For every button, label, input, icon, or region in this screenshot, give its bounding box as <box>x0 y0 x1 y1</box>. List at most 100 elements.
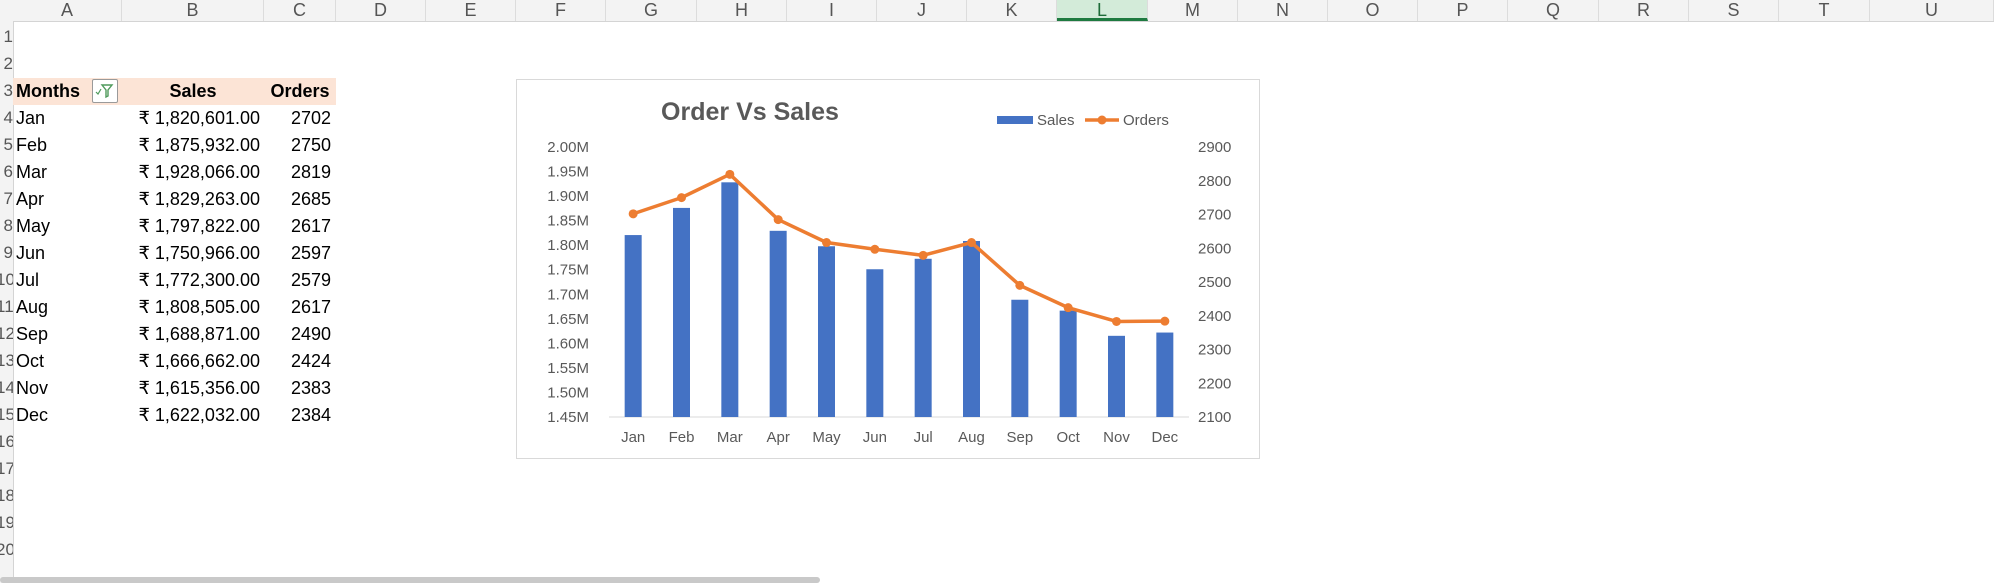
row-header-4[interactable]: 4 <box>3 108 13 127</box>
cell-sales[interactable]: ₹ 1,615,356.00 <box>138 378 260 398</box>
cell-month[interactable]: Sep <box>16 324 49 344</box>
row-header-9[interactable]: 9 <box>3 243 13 262</box>
row-header-6[interactable]: 6 <box>3 162 13 181</box>
cell-orders[interactable]: 2597 <box>290 243 331 263</box>
y-right-tick-label: 2500 <box>1198 274 1231 291</box>
chart-title: Order Vs Sales <box>661 98 839 126</box>
row-header-13[interactable]: 13 <box>0 351 14 370</box>
cell-orders[interactable]: 2685 <box>290 189 331 209</box>
y-right-tick-label: 2600 <box>1198 240 1231 257</box>
orders-point-jun <box>870 244 880 254</box>
header-orders[interactable]: Orders <box>264 78 336 105</box>
cell-sales[interactable]: ₹ 1,875,932.00 <box>138 135 260 155</box>
cell-month[interactable]: Feb <box>16 135 48 155</box>
column-header-a[interactable]: A <box>13 0 122 21</box>
row-header-11[interactable]: 11 <box>0 297 14 316</box>
cell-sales[interactable]: ₹ 1,808,505.00 <box>138 297 260 317</box>
column-header-h[interactable]: H <box>697 0 787 21</box>
row-header-15[interactable]: 15 <box>0 405 14 424</box>
x-tick-label-jan: Jan <box>621 429 645 446</box>
column-header-k[interactable]: K <box>967 0 1057 21</box>
row-header-18[interactable]: 18 <box>0 486 14 505</box>
orders-point-feb <box>677 193 686 203</box>
cell-orders[interactable]: 2750 <box>290 135 331 155</box>
column-header-i[interactable]: I <box>787 0 877 21</box>
cell-month[interactable]: Jul <box>16 270 40 290</box>
cell-orders[interactable]: 2384 <box>290 405 331 425</box>
cell-orders[interactable]: 2617 <box>290 297 331 317</box>
y-left-tick-label: 1.65M <box>547 311 589 328</box>
x-tick-label-may: May <box>812 429 841 446</box>
row-header-16[interactable]: 16 <box>0 432 14 451</box>
legend-sales-label: Sales <box>1037 112 1075 129</box>
column-header-m[interactable]: M <box>1148 0 1238 21</box>
column-header-f[interactable]: F <box>516 0 606 21</box>
sales-bar-sep <box>1011 299 1029 417</box>
cell-sales[interactable]: ₹ 1,688,871.00 <box>138 324 260 344</box>
row-header-20[interactable]: 20 <box>0 540 14 559</box>
cell-orders[interactable]: 2424 <box>290 351 331 371</box>
cell-orders[interactable]: 2617 <box>290 216 331 236</box>
cell-month[interactable]: Mar <box>16 162 47 182</box>
cell-sales[interactable]: ₹ 1,750,966.00 <box>138 243 260 263</box>
orders-point-jul <box>918 250 928 260</box>
order-vs-sales-chart[interactable]: Order Vs Sales 1.45M 1.50M 1.55M 1.60M 1.65M 1… <box>516 79 1260 459</box>
row-header-12[interactable]: 12 <box>0 324 14 343</box>
row-header-3[interactable]: 3 <box>3 81 13 100</box>
cell-sales[interactable]: ₹ 1,622,032.00 <box>138 405 260 425</box>
row-header-7[interactable]: 7 <box>3 189 13 208</box>
row-header-19[interactable]: 19 <box>0 513 14 532</box>
column-header-o[interactable]: O <box>1328 0 1418 21</box>
column-header-u[interactable]: U <box>1870 0 1994 21</box>
cell-month[interactable]: Dec <box>16 405 49 425</box>
cell-sales[interactable]: ₹ 1,928,066.00 <box>138 162 260 182</box>
cell-orders[interactable]: 2819 <box>290 162 331 182</box>
column-header-d[interactable]: D <box>336 0 426 21</box>
column-header-s[interactable]: S <box>1689 0 1779 21</box>
cell-sales[interactable]: ₹ 1,829,263.00 <box>138 189 260 209</box>
column-header-l[interactable]: L <box>1057 0 1148 21</box>
cell-sales[interactable]: ₹ 1,797,822.00 <box>138 216 260 236</box>
x-tick-label-apr: Apr <box>766 429 789 446</box>
cell-sales[interactable]: ₹ 1,772,300.00 <box>138 270 260 290</box>
row-header-10[interactable]: 10 <box>0 270 14 289</box>
row-header-bar: 1234567891011121314151617181920 <box>0 21 14 583</box>
cell-month[interactable]: Aug <box>16 297 49 317</box>
row-header-1[interactable]: 1 <box>3 27 13 46</box>
cell-month[interactable]: May <box>16 216 51 236</box>
cell-month[interactable]: Nov <box>16 378 49 398</box>
horizontal-scrollbar[interactable] <box>0 577 820 583</box>
column-header-g[interactable]: G <box>606 0 697 21</box>
row-header-8[interactable]: 8 <box>3 216 13 235</box>
cell-month[interactable]: Apr <box>16 189 45 209</box>
row-header-14[interactable]: 14 <box>0 378 14 397</box>
column-header-p[interactable]: P <box>1418 0 1508 21</box>
cell-orders[interactable]: 2702 <box>290 108 331 128</box>
cell-sales[interactable]: ₹ 1,666,662.00 <box>138 351 260 371</box>
cell-orders[interactable]: 2579 <box>290 270 331 290</box>
filter-button[interactable] <box>92 79 118 103</box>
y-left-tick-label: 1.75M <box>547 262 589 279</box>
column-header-r[interactable]: R <box>1599 0 1689 21</box>
sales-bar-feb <box>673 207 690 417</box>
column-header-t[interactable]: T <box>1779 0 1870 21</box>
x-tick-label-feb: Feb <box>669 429 695 446</box>
cell-orders[interactable]: 2490 <box>290 324 331 344</box>
cell-month[interactable]: Jun <box>16 243 46 263</box>
header-sales[interactable]: Sales <box>122 78 264 105</box>
cell-sales[interactable]: ₹ 1,820,601.00 <box>138 108 260 128</box>
column-header-c[interactable]: C <box>264 0 336 21</box>
cell-orders[interactable]: 2383 <box>290 378 331 398</box>
column-header-n[interactable]: N <box>1238 0 1328 21</box>
row-header-5[interactable]: 5 <box>3 135 13 154</box>
column-header-b[interactable]: B <box>122 0 264 21</box>
row-header-17[interactable]: 17 <box>0 459 14 478</box>
column-header-q[interactable]: Q <box>1508 0 1599 21</box>
orders-point-aug <box>967 238 976 248</box>
column-header-j[interactable]: J <box>877 0 967 21</box>
row-header-2[interactable]: 2 <box>3 54 13 73</box>
cell-month[interactable]: Oct <box>16 351 45 371</box>
cell-month[interactable]: Jan <box>16 108 46 128</box>
column-header-e[interactable]: E <box>426 0 516 21</box>
y-right-tick-label: 2200 <box>1198 375 1231 392</box>
